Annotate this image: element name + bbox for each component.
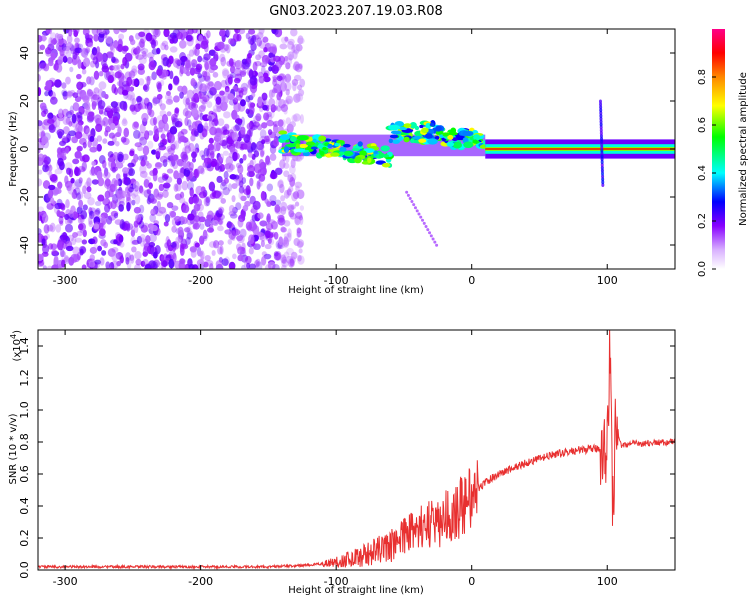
x-tick-label: 100 — [597, 274, 618, 287]
colorbar-tick-label: 0.0 — [697, 261, 708, 277]
snr-y-scale-close: ) — [12, 330, 23, 334]
spectrogram-y-label: Frequency (Hz) — [8, 111, 19, 187]
spectrogram-region-0 — [38, 29, 306, 269]
y-tick-label: 0.0 — [18, 561, 31, 579]
chart-title: GN03.2023.207.19.03.R08 — [269, 4, 443, 19]
snr-y-ticks: 0.0 0.2 0.4 0.6 0.8 1.0 1.2 1.4 — [18, 337, 675, 579]
snr-x-ticks: -300 -200 -100 0 100 — [53, 330, 618, 588]
colorbar-tick-label: 0.2 — [697, 213, 708, 229]
snr-panel: -300 -200 -100 0 100 0.0 0.2 0.4 0.6 0.8 1.0 1.2 1.… — [8, 329, 676, 596]
snr-x-label: Height of straight line (km) — [288, 585, 424, 596]
spectrogram-x-ticks: -300 -200 -100 0 100 — [53, 29, 618, 287]
colorbar — [712, 29, 725, 269]
spectrogram-marks — [38, 29, 675, 269]
y-tick-label: 0 — [18, 146, 31, 153]
spectrogram-region-3 — [598, 99, 605, 187]
snr-y-scale-exp: 4 — [9, 334, 18, 339]
spectrogram-region-2 — [485, 139, 675, 159]
spectrogram-x-label: Height of straight line (km) — [288, 285, 424, 296]
snr-series-line — [38, 330, 675, 570]
y-tick-label: 1.0 — [18, 401, 31, 419]
x-tick-label: -300 — [53, 575, 78, 588]
x-tick-label: 0 — [468, 575, 475, 588]
y-tick-label: 40 — [18, 46, 31, 60]
snr-y-scale-prefix: (x10 — [12, 339, 23, 362]
y-tick-label: 0.4 — [18, 497, 31, 515]
y-tick-label: 1.4 — [18, 337, 31, 355]
y-tick-label: 0.2 — [18, 529, 31, 547]
x-tick-label: 0 — [468, 274, 475, 287]
spectrogram-y-ticks: -40 -20 0 20 40 — [18, 46, 675, 254]
y-tick-label: 0.8 — [18, 433, 31, 451]
y-tick-label: 1.2 — [18, 369, 31, 387]
x-tick-label: -100 — [324, 274, 349, 287]
x-tick-label: -100 — [324, 575, 349, 588]
snr-y-scale: (x104) — [9, 330, 23, 362]
x-tick-label: 100 — [597, 575, 618, 588]
colorbar-tick-label: 0.4 — [697, 165, 708, 181]
y-tick-label: 0.6 — [18, 465, 31, 483]
colorbar-label: Normalized spectral amplitude — [738, 72, 749, 226]
x-tick-label: -200 — [188, 575, 213, 588]
spectrogram-region-1 — [278, 120, 490, 168]
colorbar-tick-label: 0.6 — [697, 117, 708, 133]
y-tick-label: -20 — [18, 188, 31, 206]
svg-text:(x104): (x104) — [9, 330, 23, 362]
snr-frame — [37, 329, 676, 571]
x-tick-label: -200 — [188, 274, 213, 287]
snr-y-label: SNR (10 * v/v) — [8, 413, 19, 484]
spectrogram-streak — [405, 190, 439, 247]
x-tick-label: -300 — [53, 274, 78, 287]
colorbar-tick-label: 0.8 — [697, 69, 708, 85]
y-tick-label: -40 — [18, 236, 31, 254]
y-tick-label: 20 — [18, 94, 31, 108]
colorbar-ticks: 0.0 0.2 0.4 0.6 0.8 — [697, 69, 716, 277]
